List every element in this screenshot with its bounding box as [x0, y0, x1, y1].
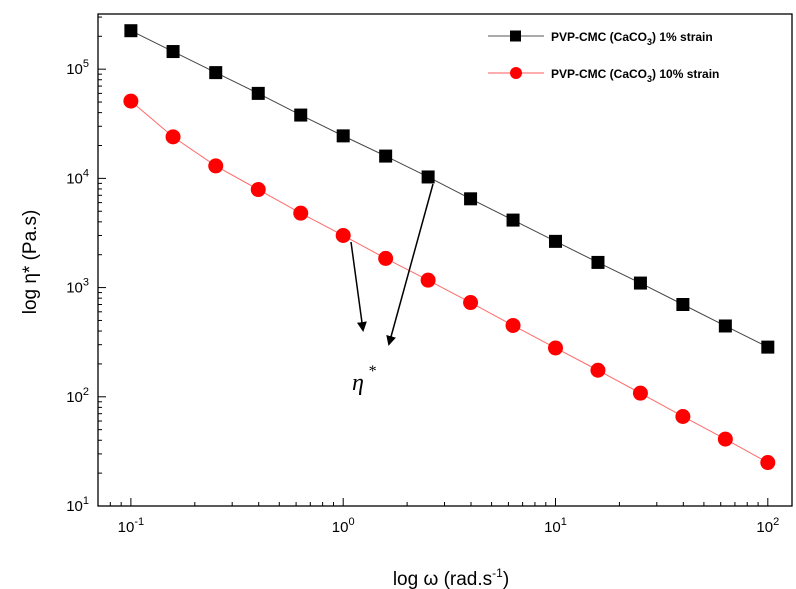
data-point-square	[718, 319, 732, 333]
legend: PVP-CMC (CaCO3) 1% strain PVP-CMC (CaCO3…	[488, 30, 719, 84]
data-point-circle	[760, 455, 776, 471]
x-tick-label: 10-1	[118, 516, 144, 536]
data-point-circle	[165, 129, 181, 145]
y-tick-label: 104	[66, 167, 89, 187]
data-point-square	[379, 149, 393, 163]
y-tick-label: 102	[66, 386, 89, 406]
data-point-square	[591, 255, 605, 269]
data-point-circle	[590, 362, 606, 378]
x-axis-title: log ω (rad.s-1)	[393, 566, 509, 589]
y-axis-ticks: 101 102 103 104 105	[66, 16, 106, 515]
data-point-circle	[208, 158, 224, 174]
legend-marker-circle	[510, 67, 522, 79]
series-line-2	[130, 100, 769, 463]
data-point-square	[676, 297, 690, 311]
data-point-square	[421, 170, 435, 184]
data-point-square	[209, 66, 223, 80]
data-point-square	[294, 108, 308, 122]
legend-marker-square	[510, 30, 521, 42]
data-point-square	[336, 129, 350, 143]
data-point-square	[549, 234, 563, 248]
plot-frame	[97, 13, 793, 507]
data-point-square	[166, 45, 180, 59]
data-point-circle	[420, 272, 436, 288]
data-point-circle	[632, 385, 648, 401]
data-point-square	[633, 276, 647, 290]
data-point-square	[761, 340, 775, 354]
x-tick-label: 102	[756, 516, 779, 536]
series-line-1	[130, 30, 769, 348]
series-layer	[123, 24, 776, 471]
data-point-square	[506, 213, 520, 227]
y-axis-title: log η* (Pa.s)	[20, 210, 41, 315]
y-tick-label: 101	[66, 495, 89, 515]
annotation-arrow-red	[350, 241, 367, 332]
y-tick-label: 105	[66, 58, 89, 78]
legend-label-2: PVP-CMC (CaCO3) 10% strain	[551, 67, 719, 84]
data-point-circle	[293, 205, 309, 221]
annotation-arrow-black	[386, 183, 434, 346]
x-axis-ticks: 10-1 100 101 102	[97, 498, 779, 536]
data-point-square	[464, 192, 478, 206]
data-point-circle	[505, 317, 521, 333]
data-point-circle	[378, 250, 394, 266]
data-point-square	[124, 24, 138, 38]
data-point-square	[251, 86, 265, 100]
data-point-circle	[463, 295, 479, 311]
data-point-circle	[675, 408, 691, 424]
data-point-circle	[335, 227, 351, 243]
y-tick-label: 103	[66, 277, 89, 297]
x-tick-label: 100	[332, 516, 355, 536]
legend-label-1: PVP-CMC (CaCO3) 1% strain	[551, 30, 713, 47]
data-point-circle	[548, 340, 564, 356]
data-point-circle	[250, 182, 266, 198]
x-tick-label: 101	[544, 516, 567, 536]
annotation-eta: η *	[352, 363, 376, 396]
data-point-circle	[123, 93, 139, 109]
data-point-circle	[717, 431, 733, 447]
